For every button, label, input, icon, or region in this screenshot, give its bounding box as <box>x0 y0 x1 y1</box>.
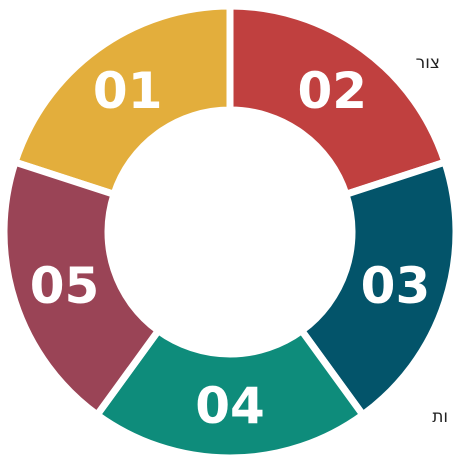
segment <box>226 2 450 199</box>
side-text: ות <box>432 407 448 427</box>
segment <box>0 157 164 420</box>
segment <box>296 157 455 420</box>
segment-label: 01 <box>93 62 163 120</box>
segment-label: 05 <box>30 257 100 315</box>
side-text: צור <box>416 53 440 73</box>
segment-label: 02 <box>297 62 367 120</box>
segment <box>10 2 234 199</box>
segment <box>92 325 368 456</box>
segment-label: 04 <box>195 377 265 435</box>
segment-label: 03 <box>361 257 431 315</box>
